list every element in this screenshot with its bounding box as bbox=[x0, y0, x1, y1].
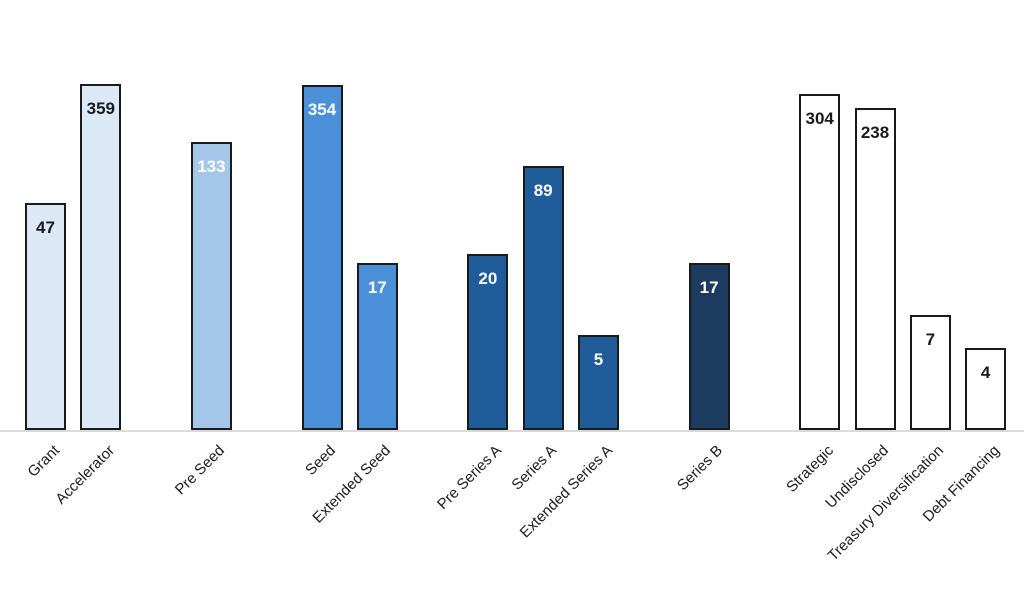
bar-value-label: 304 bbox=[805, 109, 834, 128]
bar-value-label: 4 bbox=[980, 363, 991, 382]
bar-value-label: 5 bbox=[593, 350, 604, 369]
bar: 359 bbox=[80, 84, 122, 430]
bar: 354 bbox=[301, 85, 343, 430]
x-axis-line bbox=[0, 430, 1024, 432]
bar: 4 bbox=[965, 348, 1007, 430]
bar: 7 bbox=[909, 315, 951, 430]
bar: 89 bbox=[522, 166, 564, 430]
bar-value-label: 17 bbox=[367, 278, 387, 297]
bar: 238 bbox=[854, 108, 896, 430]
bar: 20 bbox=[467, 254, 509, 430]
bar: 47 bbox=[25, 203, 66, 430]
bar-value-label: 17 bbox=[699, 278, 719, 297]
bar: 17 bbox=[356, 263, 398, 430]
bar-value-label: 238 bbox=[860, 123, 890, 142]
bar: 17 bbox=[688, 263, 730, 430]
bar-value-label: 354 bbox=[307, 100, 337, 119]
bar-value-label: 89 bbox=[533, 181, 553, 200]
bar: 5 bbox=[578, 335, 619, 430]
bar-value-label: 133 bbox=[197, 157, 226, 176]
bar-value-label: 359 bbox=[86, 99, 115, 118]
bar: 304 bbox=[799, 94, 841, 430]
bar-value-label: 20 bbox=[478, 269, 498, 288]
bar-value-label: 7 bbox=[925, 330, 936, 349]
bar: 133 bbox=[190, 142, 232, 430]
bar-value-label: 47 bbox=[36, 218, 55, 237]
